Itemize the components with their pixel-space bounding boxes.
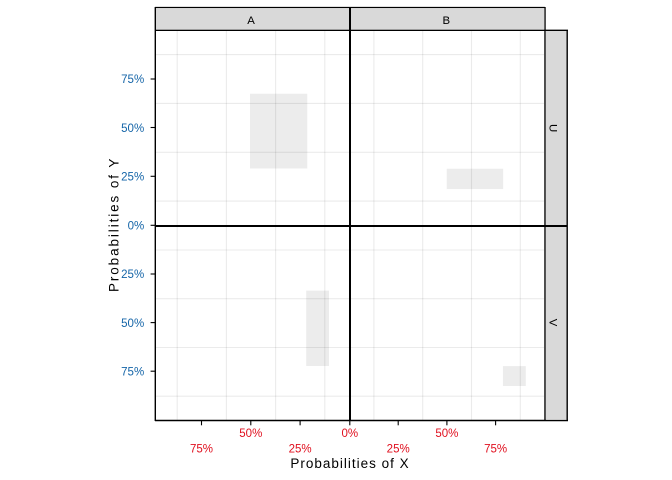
svg-text:0%: 0%	[341, 428, 358, 440]
svg-text:V: V	[547, 319, 559, 327]
svg-text:Probabilities of Y: Probabilities of Y	[107, 157, 122, 292]
svg-text:25%: 25%	[289, 444, 312, 456]
svg-text:25%: 25%	[121, 172, 144, 184]
svg-text:Probabilities of X: Probabilities of X	[290, 456, 409, 471]
svg-text:0%: 0%	[128, 221, 145, 233]
svg-text:50%: 50%	[435, 428, 458, 440]
svg-text:B: B	[442, 15, 450, 27]
svg-text:75%: 75%	[484, 444, 507, 456]
svg-text:75%: 75%	[190, 444, 213, 456]
svg-text:50%: 50%	[121, 318, 144, 330]
svg-text:75%: 75%	[121, 74, 144, 86]
svg-text:50%: 50%	[239, 428, 262, 440]
svg-text:A: A	[247, 15, 255, 27]
svg-text:U: U	[547, 124, 559, 132]
svg-text:75%: 75%	[121, 366, 144, 378]
svg-text:25%: 25%	[387, 444, 410, 456]
svg-text:50%: 50%	[121, 123, 144, 135]
svg-text:25%: 25%	[121, 269, 144, 281]
